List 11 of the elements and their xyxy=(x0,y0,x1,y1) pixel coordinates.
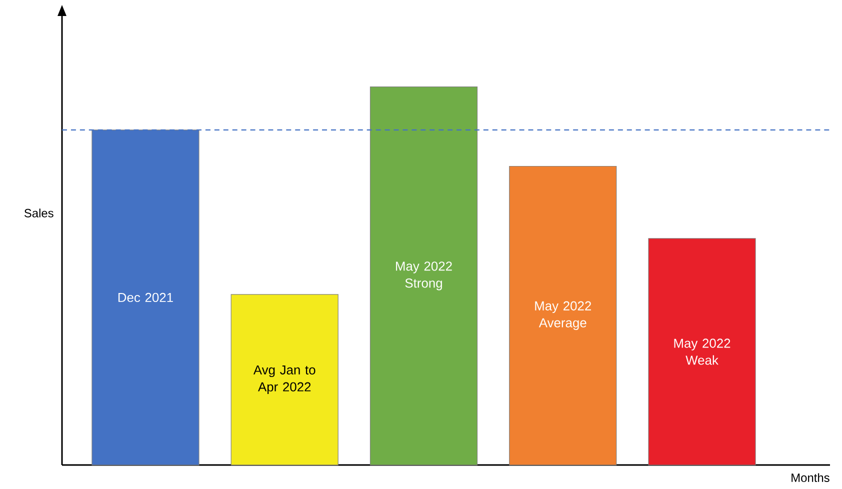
x-tick-label: May 2022 Strong xyxy=(396,262,452,290)
y-axis-title: Sales xyxy=(24,208,54,218)
bar xyxy=(370,86,478,466)
x-tick-label: Dec 2021 xyxy=(118,292,173,302)
bar xyxy=(509,166,617,466)
x-axis-title: Months xyxy=(792,473,830,482)
x-tick-label: May 2022 Weak xyxy=(674,338,730,365)
bar xyxy=(230,294,338,466)
x-tick-label: Avg Jan to Apr 2022 xyxy=(253,365,316,394)
bar xyxy=(648,238,756,466)
x-tick-label: May 2022 Average xyxy=(535,301,592,330)
